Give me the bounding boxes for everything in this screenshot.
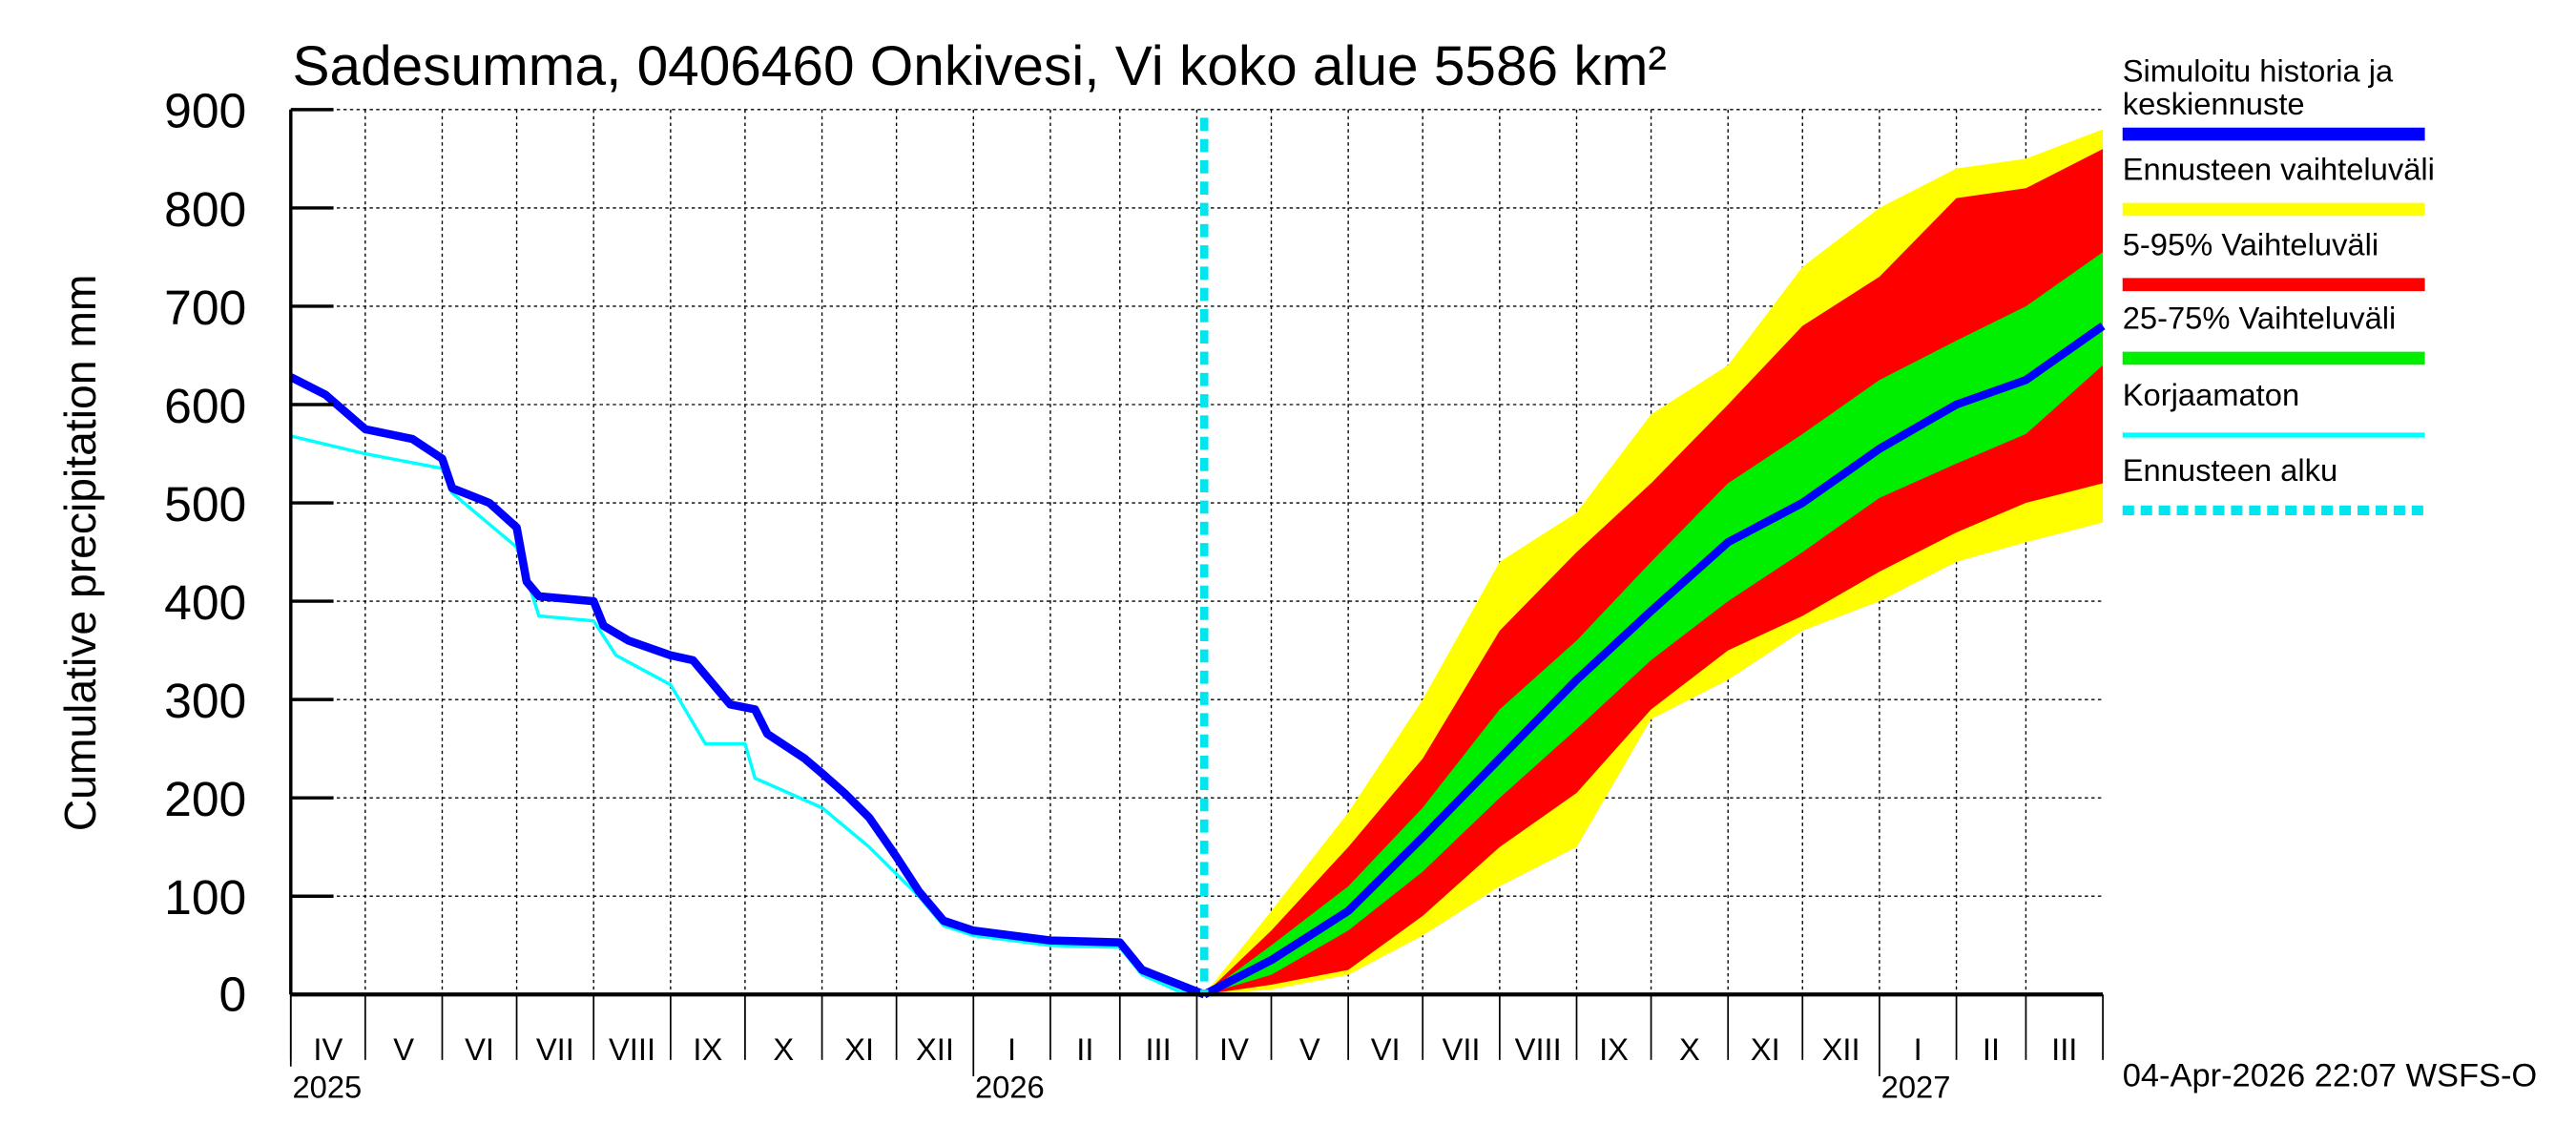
y-tick-label: 700 bbox=[164, 280, 246, 335]
y-tick-label: 100 bbox=[164, 869, 246, 925]
month-label: II bbox=[1983, 1031, 2000, 1067]
year-label: 2025 bbox=[293, 1069, 363, 1104]
year-label: 2027 bbox=[1881, 1069, 1951, 1104]
simulated-history-line bbox=[288, 373, 1206, 999]
month-label: V bbox=[393, 1031, 414, 1067]
month-label: XII bbox=[916, 1031, 954, 1067]
month-label: VII bbox=[1443, 1031, 1481, 1067]
y-tick-label: 0 bbox=[219, 967, 247, 1022]
month-label: XI bbox=[844, 1031, 874, 1067]
legend-label: Ennusteen alku bbox=[2123, 452, 2337, 488]
chart-title: Sadesumma, 0406460 Onkivesi, Vi koko alu… bbox=[293, 35, 1667, 97]
month-label: III bbox=[1145, 1031, 1171, 1067]
month-label: X bbox=[1679, 1031, 1700, 1067]
legend-label: Korjaamaton bbox=[2123, 377, 2299, 412]
footer-timestamp: 04-Apr-2026 22:07 WSFS-O bbox=[2123, 1057, 2537, 1093]
legend-label: Ennusteen vaihteluväli bbox=[2123, 152, 2435, 187]
month-label: X bbox=[773, 1031, 794, 1067]
month-label: IV bbox=[313, 1031, 343, 1067]
month-label: VII bbox=[536, 1031, 574, 1067]
y-tick-label: 900 bbox=[164, 83, 246, 138]
forecast-bands bbox=[1204, 129, 2104, 995]
month-label: IX bbox=[693, 1031, 722, 1067]
y-tick-label: 500 bbox=[164, 476, 246, 531]
month-label: VIII bbox=[1515, 1031, 1562, 1067]
y-tick-label: 400 bbox=[164, 574, 246, 630]
month-label: XII bbox=[1822, 1031, 1860, 1067]
legend-label: 5-95% Vaihteluväli bbox=[2123, 226, 2379, 261]
month-label: VI bbox=[1371, 1031, 1401, 1067]
legend-label: Simuloitu historia ja bbox=[2123, 53, 2394, 89]
month-label: XI bbox=[1751, 1031, 1780, 1067]
month-label: IX bbox=[1599, 1031, 1629, 1067]
series-lines bbox=[288, 117, 2106, 999]
month-label: V bbox=[1299, 1031, 1320, 1067]
month-label: VIII bbox=[609, 1031, 655, 1067]
legend-label: 25-75% Vaihteluväli bbox=[2123, 301, 2397, 336]
y-tick-label: 300 bbox=[164, 673, 246, 728]
year-label: 2026 bbox=[975, 1069, 1045, 1104]
month-label: II bbox=[1076, 1031, 1093, 1067]
legend-label: keskiennuste bbox=[2123, 86, 2305, 121]
month-label: I bbox=[1008, 1031, 1016, 1067]
y-axis-label: Cumulative precipitation mm bbox=[55, 275, 105, 832]
uncorrected-line bbox=[290, 434, 1205, 996]
band-25-75 bbox=[1204, 252, 2104, 995]
month-label: IV bbox=[1219, 1031, 1249, 1067]
month-label: III bbox=[2051, 1031, 2077, 1067]
forecast-mean-line bbox=[1202, 323, 2106, 999]
month-label: VI bbox=[465, 1031, 494, 1067]
y-tick-label: 600 bbox=[164, 378, 246, 433]
y-tick-label: 200 bbox=[164, 771, 246, 826]
y-tick-label: 800 bbox=[164, 181, 246, 237]
month-label: I bbox=[1914, 1031, 1922, 1067]
